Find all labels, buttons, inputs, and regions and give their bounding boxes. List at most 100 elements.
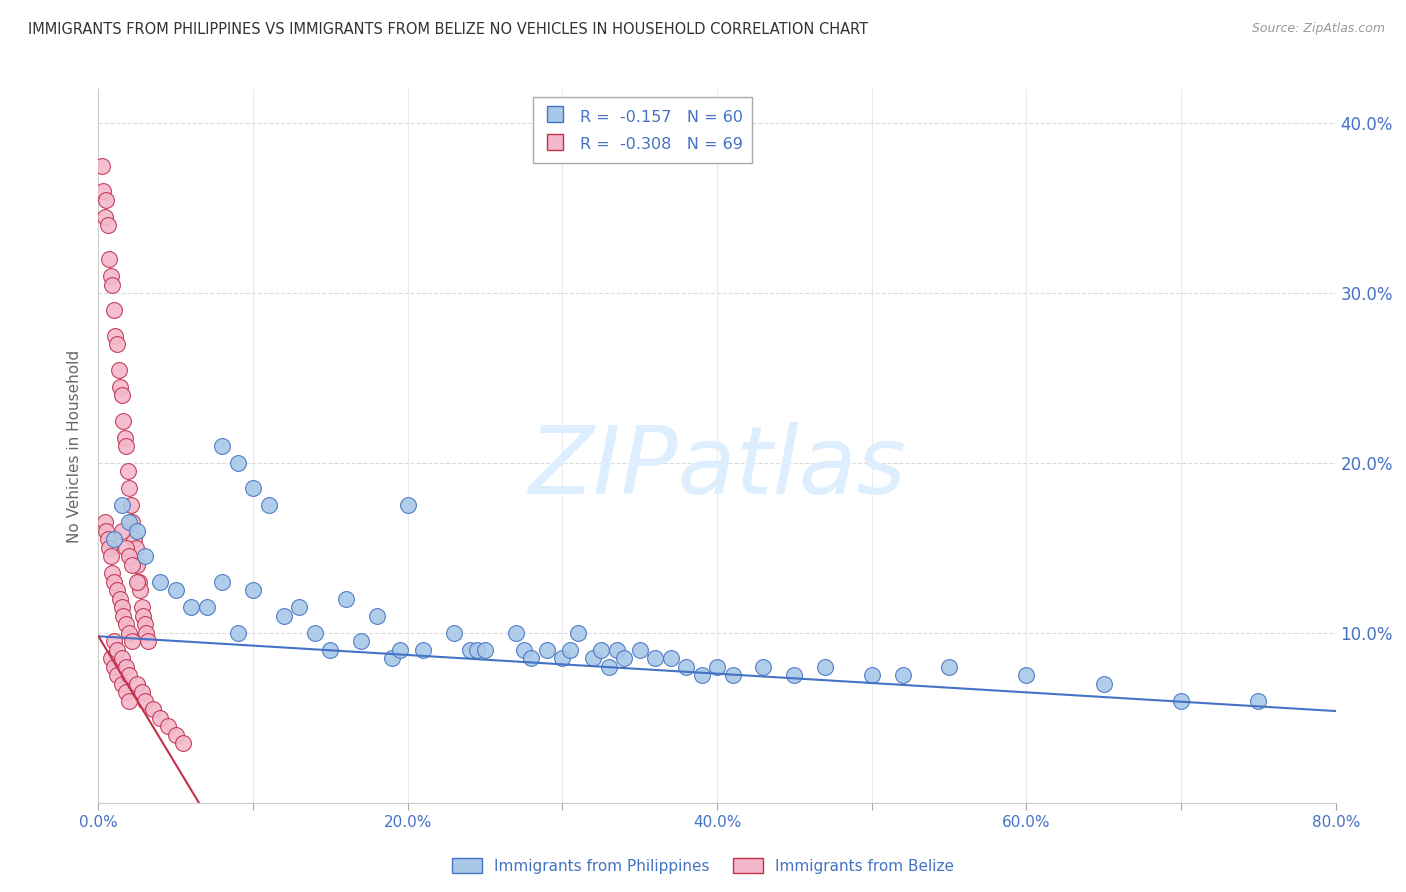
Point — [111, 499, 134, 513]
Point — [107, 362, 129, 376]
Point — [257, 499, 280, 513]
Point — [335, 591, 357, 606]
Point — [157, 719, 180, 733]
Point — [195, 600, 218, 615]
Point — [536, 643, 558, 657]
Point — [93, 516, 115, 530]
Point — [180, 600, 202, 615]
Point — [103, 303, 125, 318]
Point — [560, 643, 582, 657]
Point — [103, 634, 125, 648]
Point — [136, 634, 159, 648]
Point — [127, 677, 149, 691]
Point — [118, 694, 141, 708]
Text: ZIPatlas: ZIPatlas — [529, 422, 905, 513]
Point — [721, 668, 744, 682]
Point — [396, 499, 419, 513]
Point — [122, 533, 145, 547]
Point — [118, 668, 141, 682]
Point — [111, 677, 134, 691]
Point — [520, 651, 543, 665]
Point — [467, 643, 489, 657]
Point — [115, 541, 138, 555]
Point — [90, 159, 112, 173]
Point — [100, 651, 122, 665]
Point — [134, 617, 156, 632]
Point — [211, 574, 233, 589]
Point — [118, 626, 141, 640]
Point — [443, 626, 465, 640]
Point — [706, 660, 728, 674]
Point — [242, 583, 264, 598]
Point — [513, 643, 536, 657]
Point — [108, 591, 131, 606]
Point — [121, 634, 143, 648]
Point — [505, 626, 527, 640]
Point — [142, 702, 165, 716]
Point — [112, 413, 135, 427]
Point — [131, 600, 153, 615]
Point — [127, 524, 149, 538]
Point — [114, 430, 136, 444]
Point — [115, 617, 138, 632]
Point — [132, 608, 155, 623]
Text: Source: ZipAtlas.com: Source: ZipAtlas.com — [1251, 22, 1385, 36]
Point — [98, 252, 121, 266]
Point — [173, 736, 195, 750]
Point — [118, 482, 141, 496]
Point — [96, 524, 118, 538]
Point — [120, 499, 142, 513]
Point — [304, 626, 326, 640]
Point — [752, 660, 775, 674]
Point — [98, 541, 121, 555]
Point — [598, 660, 620, 674]
Legend: R =  -0.157   N = 60, R =  -0.308   N = 69: R = -0.157 N = 60, R = -0.308 N = 69 — [533, 97, 752, 163]
Point — [104, 328, 127, 343]
Point — [101, 277, 124, 292]
Point — [381, 651, 404, 665]
Point — [124, 541, 146, 555]
Point — [149, 574, 172, 589]
Point — [111, 651, 134, 665]
Point — [582, 651, 605, 665]
Point — [121, 558, 143, 572]
Point — [242, 482, 264, 496]
Point — [100, 549, 122, 564]
Point — [91, 184, 114, 198]
Point — [115, 439, 138, 453]
Point — [412, 643, 434, 657]
Point — [659, 651, 682, 665]
Point — [388, 643, 412, 657]
Point — [112, 608, 135, 623]
Point — [105, 337, 128, 351]
Point — [690, 668, 713, 682]
Point — [606, 643, 628, 657]
Point — [117, 465, 139, 479]
Point — [111, 600, 134, 615]
Point — [129, 583, 152, 598]
Y-axis label: No Vehicles in Household: No Vehicles in Household — [67, 350, 83, 542]
Point — [105, 668, 128, 682]
Point — [613, 651, 636, 665]
Point — [115, 685, 138, 699]
Text: IMMIGRANTS FROM PHILIPPINES VS IMMIGRANTS FROM BELIZE NO VEHICLES IN HOUSEHOLD C: IMMIGRANTS FROM PHILIPPINES VS IMMIGRANT… — [28, 22, 869, 37]
Point — [1092, 677, 1115, 691]
Point — [100, 269, 122, 284]
Point — [115, 660, 138, 674]
Point — [103, 533, 125, 547]
Point — [1247, 694, 1270, 708]
Point — [675, 660, 697, 674]
Point — [131, 685, 153, 699]
Point — [783, 668, 806, 682]
Point — [135, 626, 157, 640]
Point — [567, 626, 589, 640]
Point — [226, 626, 249, 640]
Point — [551, 651, 574, 665]
Point — [96, 193, 118, 207]
Point — [165, 583, 187, 598]
Point — [366, 608, 388, 623]
Point — [273, 608, 295, 623]
Point — [938, 660, 960, 674]
Point — [165, 728, 187, 742]
Point — [814, 660, 837, 674]
